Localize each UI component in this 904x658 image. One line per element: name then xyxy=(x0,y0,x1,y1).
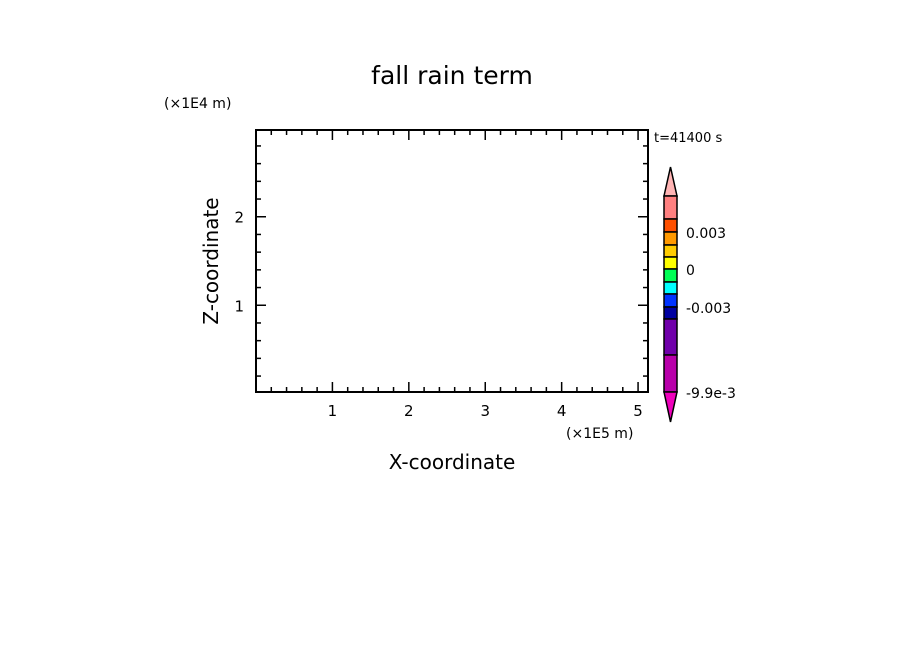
colorbar-tick-label: 0 xyxy=(686,263,695,279)
colorbar-tick-label: -0.003 xyxy=(686,301,731,317)
colorbar-segment xyxy=(663,244,678,258)
colorbar-segment xyxy=(663,281,678,295)
colorbar-extend-bottom xyxy=(663,391,678,423)
x-tick-label: 4 xyxy=(557,402,567,420)
colorbar-segment xyxy=(663,318,678,356)
colorbar-segment xyxy=(663,195,678,220)
time-label: t=41400 s xyxy=(654,131,722,146)
axis-tick-labels: 1 2 3 4 5 1 2 xyxy=(234,209,642,420)
colorbar-extend-top xyxy=(663,166,678,197)
colorbar-segment xyxy=(663,306,678,320)
chart-title: fall rain term xyxy=(371,61,533,90)
colorbar: 0.003 0 -0.003 -9.9e-3 xyxy=(663,166,736,423)
y-tick-label: 1 xyxy=(234,297,244,315)
x-axis-label: X-coordinate xyxy=(389,450,516,474)
y-tick-label: 2 xyxy=(234,209,244,227)
colorbar-segment xyxy=(663,231,678,246)
colorbar-segment xyxy=(663,268,678,283)
plot-frame xyxy=(255,129,649,393)
colorbar-segment xyxy=(663,354,678,393)
colorbar-segment xyxy=(663,293,678,308)
colorbar-segment xyxy=(663,218,678,233)
y-axis-label: Z-coordinate xyxy=(199,197,223,324)
x-tick-label: 5 xyxy=(633,402,643,420)
x-tick-label: 2 xyxy=(404,402,414,420)
colorbar-segment xyxy=(663,256,678,270)
colorbar-tick-label: -9.9e-3 xyxy=(686,386,736,402)
x-tick-label: 1 xyxy=(328,402,338,420)
x-tick-label: 3 xyxy=(480,402,490,420)
axis-ticks xyxy=(256,130,648,392)
x-unit-label: (×1E5 m) xyxy=(566,426,633,442)
y-unit-label: (×1E4 m) xyxy=(164,96,231,112)
colorbar-tick-label: 0.003 xyxy=(686,226,726,242)
